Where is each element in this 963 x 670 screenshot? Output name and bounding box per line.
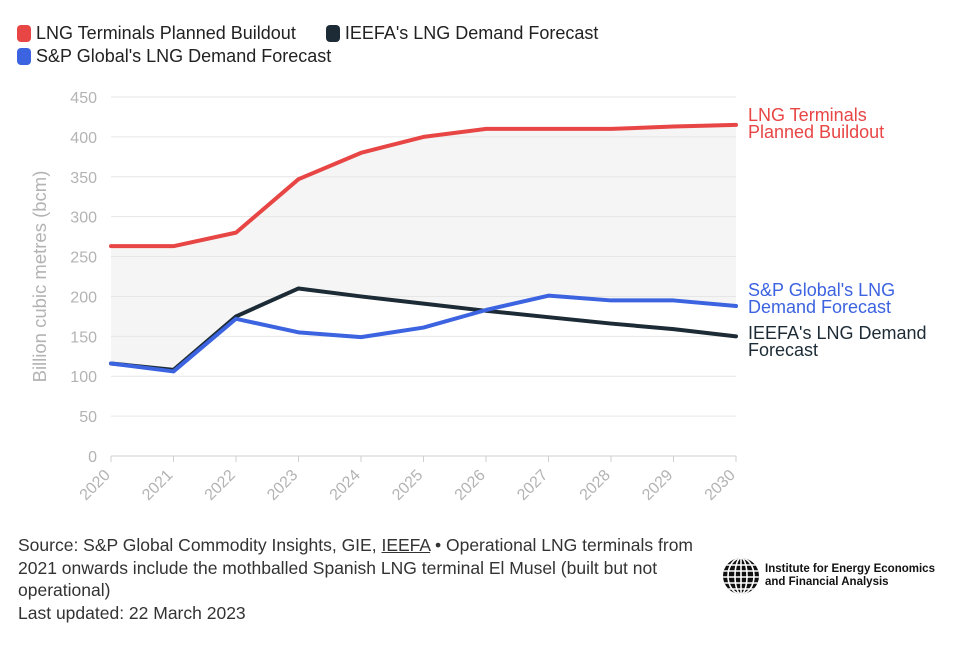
source-link-ieefa[interactable]: IEEFA [381,535,431,555]
series-end-label: S&P Global's LNG Demand Forecast [748,280,895,317]
logo-line-1: Institute for Energy Economics [765,563,935,575]
source-note: Source: S&P Global Commodity Insights, G… [18,534,708,602]
y-tick-label: 50 [79,409,97,426]
gap-band [111,124,736,370]
legend-item-planned-buildout[interactable]: LNG Terminals Planned Buildout [17,23,296,44]
x-tick-label: 2026 [452,467,489,504]
y-tick-label: 200 [70,289,97,306]
legend-swatch-dark [325,25,340,42]
globe-icon [723,558,759,594]
legend-label: IEEFA's LNG Demand Forecast [344,23,599,43]
y-tick-label: 300 [70,210,97,227]
x-tick-label: 2023 [264,467,301,504]
x-tick-label: 2029 [639,467,676,504]
legend-swatch-blue [17,48,31,65]
x-tick-label: 2024 [327,467,364,504]
x-tick-label: 2030 [702,467,739,504]
y-tick-label: 400 [70,130,97,147]
last-updated: Last updated: 22 March 2023 [18,602,246,623]
y-tick-label: 250 [70,250,97,267]
y-axis-title: Billion cubic metres (bcm) [29,171,50,383]
x-tick-label: 2028 [577,467,614,504]
x-tick-label: 2020 [77,467,114,504]
line-chart: 0 50 100 150 200 250 300 350 400 450 2020 2021 2022 2… [29,90,927,504]
chart-footer: Source: S&P Global Commodity Insights, G… [18,534,708,624]
y-tick-label: 450 [70,90,97,107]
x-tick-label: 2021 [139,467,176,504]
series-line [109,293,738,374]
x-tick-label: 2022 [202,467,239,504]
legend-swatch-red [17,25,31,42]
series-end-label: LNG Terminals Planned Buildout [748,105,884,142]
source-prefix: Source: S&P Global Commodity Insights, G… [18,535,377,555]
x-tick-label: 2027 [514,467,551,504]
y-tick-label: 150 [70,329,97,346]
chart-legend: LNG Terminals Planned Buildout IEEFA's L… [17,22,717,68]
ieefa-logo: Institute for Energy Economics and Finan… [722,557,935,595]
logo-text: Institute for Energy Economics and Finan… [765,563,935,589]
source-detail: • Operational LNG terminals from 2021 on… [18,535,694,600]
y-tick-label: 350 [70,170,97,187]
x-tick-label: 2025 [389,467,426,504]
series-line [109,122,738,249]
y-tick-label: 100 [70,369,97,386]
legend-label: S&P Global's LNG Demand Forecast [36,46,332,66]
logo-line-2: and Financial Analysis [765,576,889,588]
series-end-label: IEEFA's LNG Demand Forecast [748,323,927,360]
legend-label: LNG Terminals Planned Buildout [36,23,296,43]
y-tick-label: 0 [88,449,97,466]
legend-item-ieefa-forecast[interactable]: IEEFA's LNG Demand Forecast [325,23,599,44]
legend-item-sp-forecast[interactable]: S&P Global's LNG Demand Forecast [17,46,331,67]
